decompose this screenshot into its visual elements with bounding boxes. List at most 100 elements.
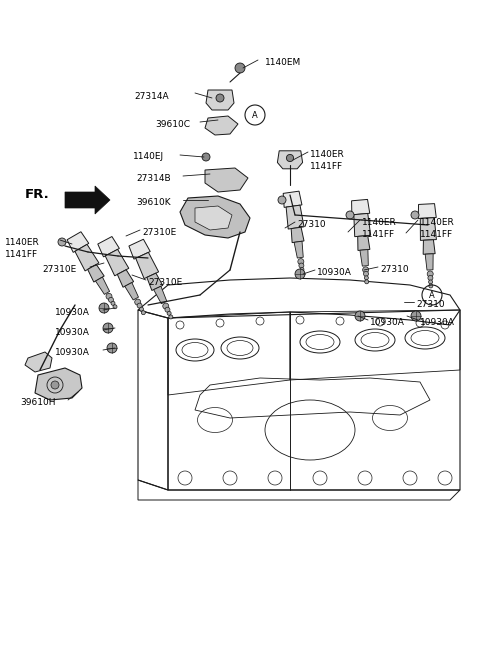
Circle shape (202, 153, 210, 161)
Polygon shape (294, 241, 303, 258)
Circle shape (298, 259, 304, 265)
Text: 1140EM: 1140EM (265, 58, 301, 67)
Circle shape (429, 284, 433, 288)
Polygon shape (291, 227, 304, 242)
Text: 27310: 27310 (416, 300, 444, 309)
Polygon shape (105, 250, 129, 276)
Text: 39610K: 39610K (136, 198, 170, 207)
Polygon shape (205, 116, 238, 135)
Circle shape (167, 311, 171, 315)
Circle shape (163, 303, 169, 309)
Polygon shape (360, 250, 368, 266)
Text: 10930A: 10930A (55, 308, 90, 317)
Text: 1141FF: 1141FF (5, 250, 38, 259)
Text: 10930A: 10930A (55, 328, 90, 337)
Text: 1141FF: 1141FF (310, 162, 343, 171)
Circle shape (137, 303, 142, 308)
Polygon shape (358, 235, 370, 250)
Circle shape (299, 263, 304, 268)
Text: 27314A: 27314A (134, 92, 168, 101)
Polygon shape (286, 205, 304, 229)
Polygon shape (98, 237, 120, 257)
Circle shape (363, 271, 369, 277)
Text: 39610H: 39610H (20, 398, 56, 407)
Circle shape (411, 211, 419, 219)
Polygon shape (75, 244, 99, 271)
Text: 1140ER: 1140ER (5, 238, 40, 247)
Text: 1140ER: 1140ER (310, 150, 345, 159)
Polygon shape (67, 232, 89, 252)
Circle shape (113, 305, 117, 309)
Circle shape (365, 280, 369, 284)
Polygon shape (96, 277, 109, 294)
Polygon shape (125, 283, 139, 300)
Polygon shape (147, 273, 163, 290)
Circle shape (429, 280, 432, 284)
Text: A: A (252, 110, 258, 120)
Polygon shape (354, 214, 371, 237)
Circle shape (135, 299, 141, 305)
Text: 27310: 27310 (380, 265, 408, 274)
Circle shape (411, 311, 421, 321)
Circle shape (216, 94, 224, 102)
Circle shape (427, 271, 433, 277)
Polygon shape (206, 90, 234, 110)
Text: 10930A: 10930A (370, 318, 405, 327)
Circle shape (106, 294, 112, 300)
Circle shape (355, 311, 365, 321)
Text: 10930A: 10930A (317, 268, 352, 277)
Polygon shape (136, 252, 158, 279)
Text: 27314B: 27314B (136, 174, 170, 183)
Circle shape (107, 343, 117, 353)
Polygon shape (180, 196, 250, 238)
Polygon shape (65, 186, 110, 214)
Circle shape (363, 267, 369, 273)
Circle shape (428, 275, 433, 281)
Text: 1140EJ: 1140EJ (133, 152, 164, 161)
Text: 1140ER: 1140ER (420, 218, 455, 227)
Circle shape (99, 303, 109, 313)
Circle shape (364, 276, 368, 280)
Circle shape (51, 381, 59, 389)
Circle shape (300, 267, 304, 271)
Circle shape (300, 271, 304, 275)
Circle shape (140, 307, 144, 311)
Text: 10930A: 10930A (420, 318, 455, 327)
Polygon shape (117, 270, 133, 287)
Text: 27310: 27310 (297, 220, 325, 229)
Polygon shape (25, 352, 52, 372)
Polygon shape (195, 206, 232, 230)
Text: 1141FF: 1141FF (362, 230, 395, 239)
Polygon shape (283, 191, 302, 208)
Circle shape (295, 269, 305, 279)
Polygon shape (129, 239, 150, 259)
Polygon shape (35, 368, 82, 400)
Text: A: A (429, 290, 435, 300)
Text: 10930A: 10930A (55, 348, 90, 357)
Circle shape (108, 298, 113, 302)
Text: 27310E: 27310E (142, 228, 176, 237)
Circle shape (141, 311, 145, 315)
Circle shape (235, 63, 245, 73)
Polygon shape (351, 200, 370, 215)
Polygon shape (154, 286, 167, 304)
Text: FR.: FR. (25, 188, 50, 201)
Text: 1140ER: 1140ER (362, 218, 397, 227)
Text: 27310E: 27310E (148, 278, 182, 287)
Polygon shape (88, 264, 104, 282)
Polygon shape (423, 240, 435, 254)
Polygon shape (420, 217, 436, 240)
Circle shape (103, 323, 113, 333)
Text: 27310E: 27310E (42, 265, 76, 274)
Circle shape (111, 302, 115, 306)
Circle shape (287, 154, 294, 162)
Circle shape (165, 307, 170, 312)
Circle shape (346, 211, 354, 219)
Polygon shape (418, 204, 436, 219)
Circle shape (169, 315, 173, 319)
Text: 39610C: 39610C (155, 120, 190, 129)
Polygon shape (277, 151, 302, 169)
Circle shape (58, 238, 66, 246)
Polygon shape (205, 168, 248, 192)
Text: 1141FF: 1141FF (420, 230, 453, 239)
